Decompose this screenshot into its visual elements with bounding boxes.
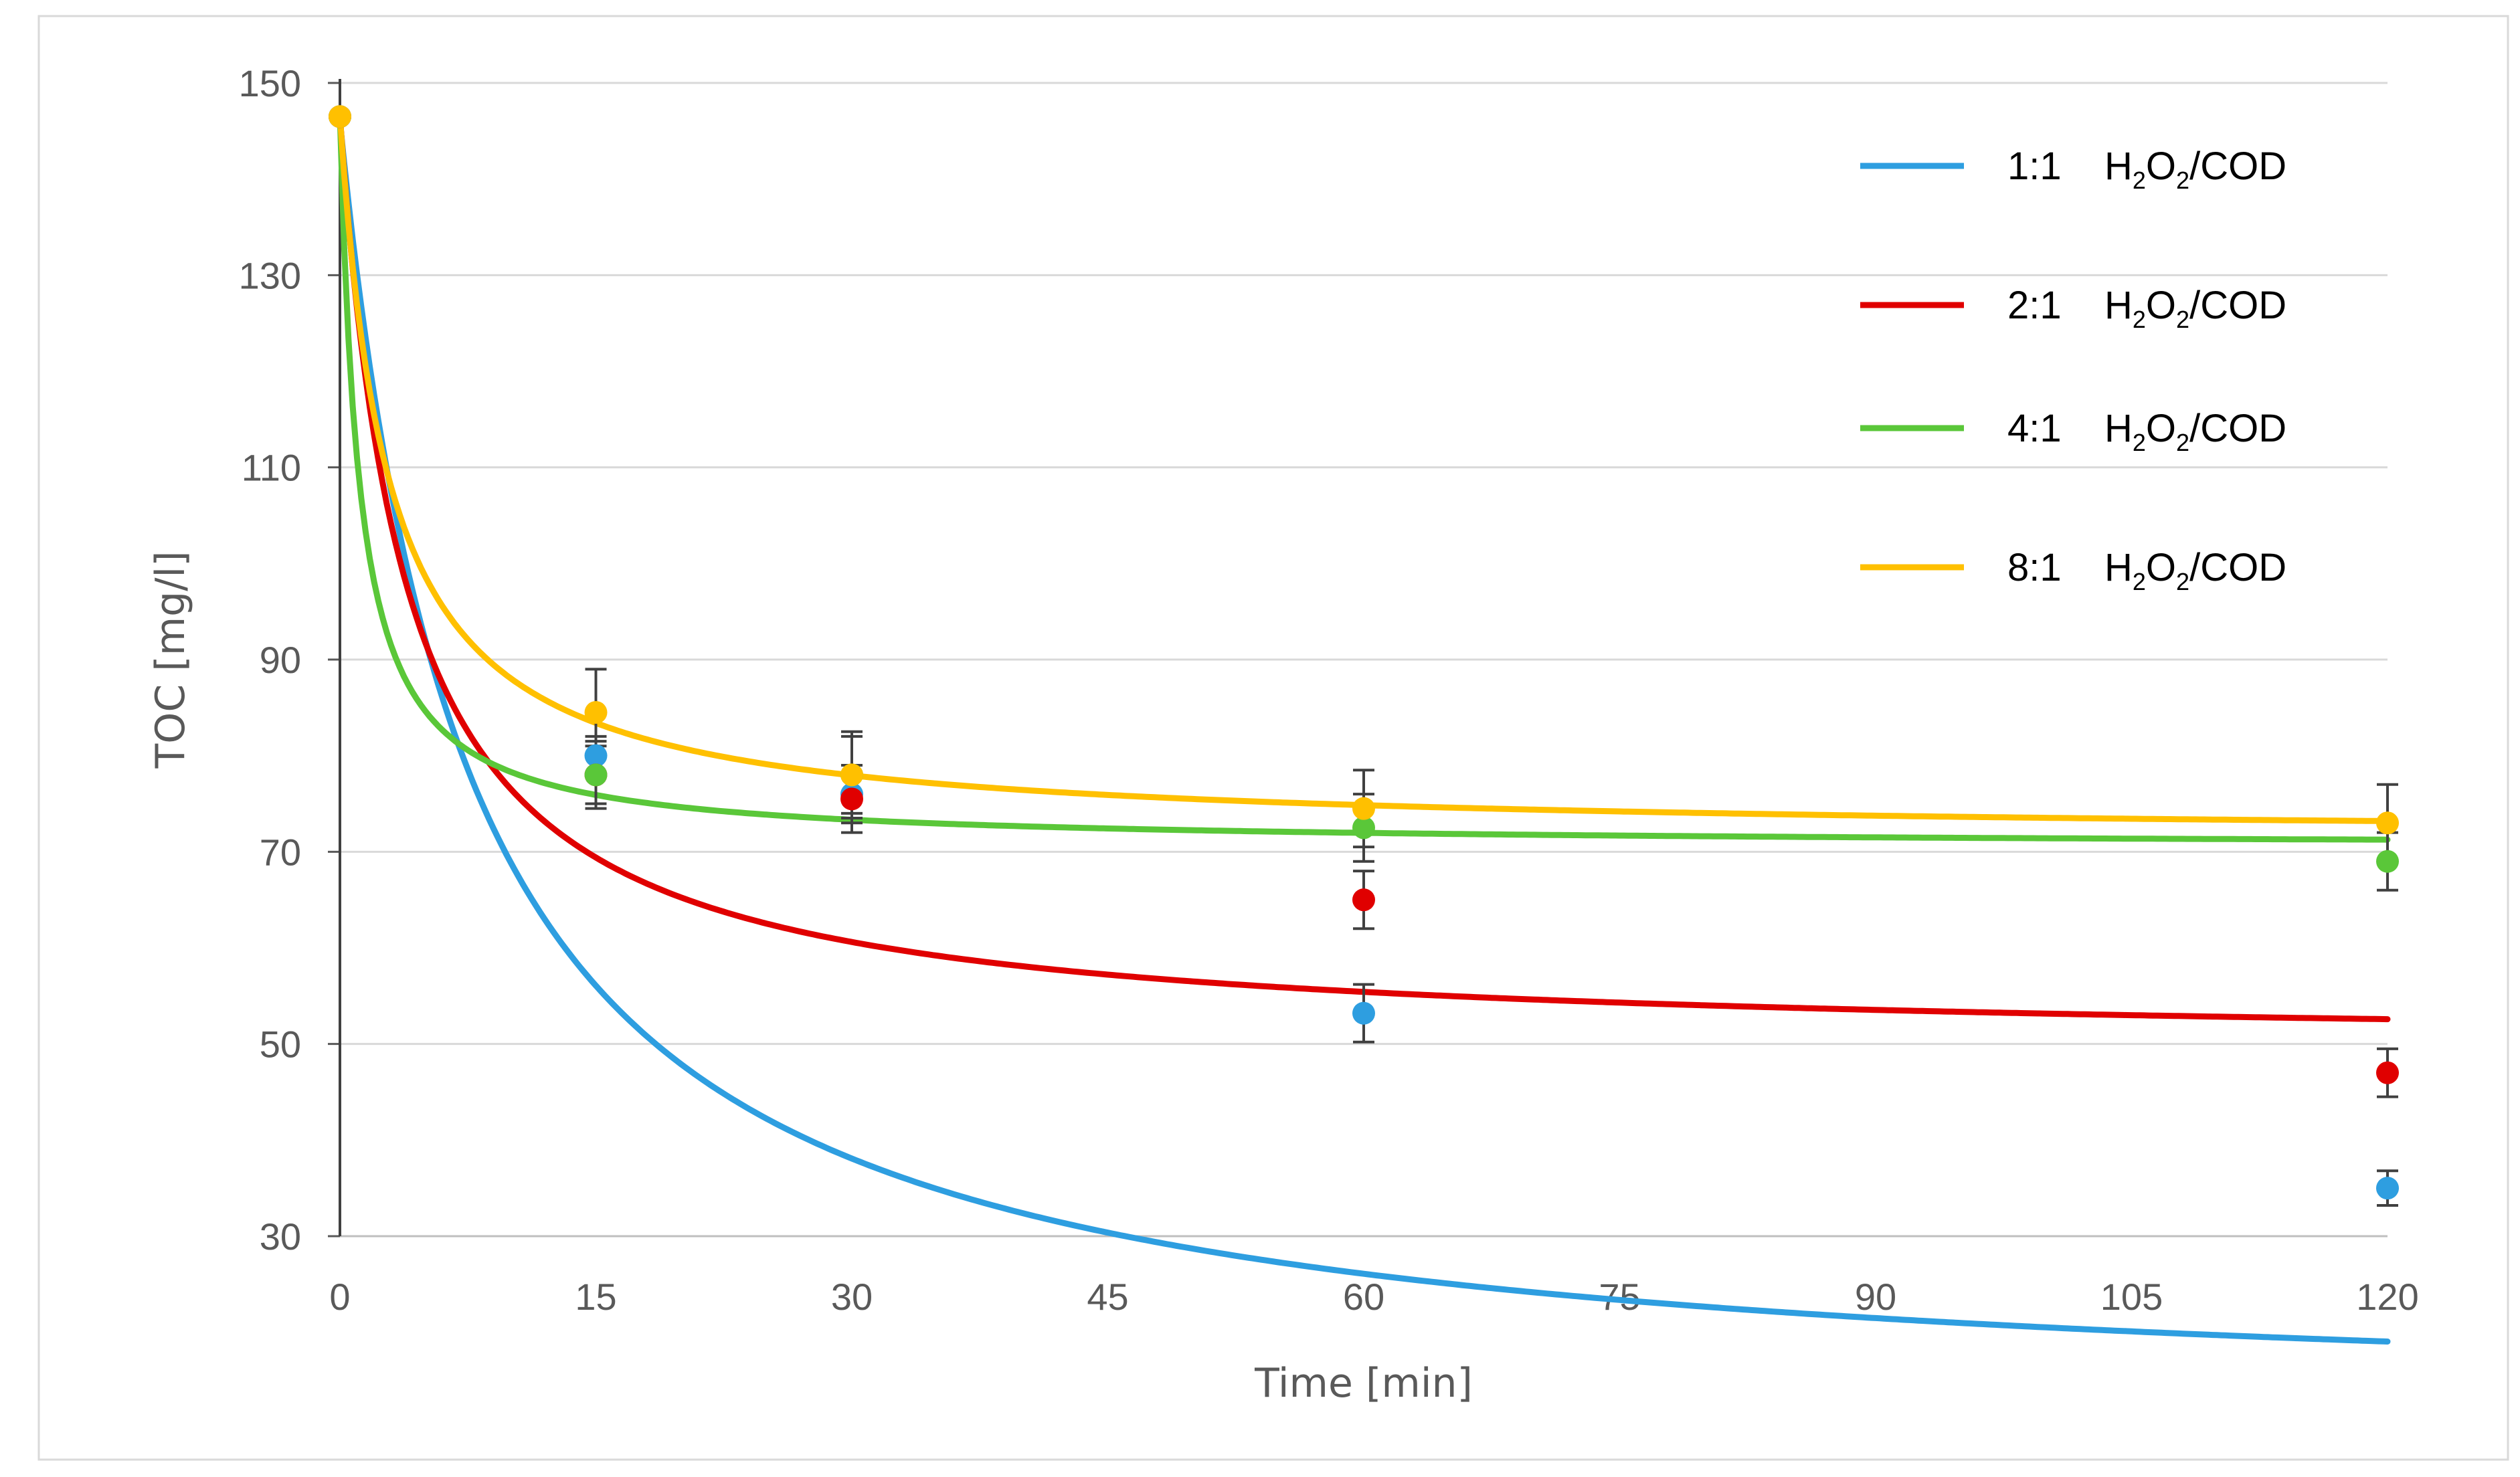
data-point-s1-p1 — [584, 744, 608, 767]
y-tick-label-50: 50 — [260, 1023, 301, 1066]
data-point-s2-p4 — [2376, 1061, 2399, 1084]
legend-suffix-1: H2O2/COD — [2104, 144, 2286, 194]
x-tick-label-30: 30 — [831, 1276, 873, 1318]
y-tick-label-110: 110 — [242, 447, 301, 489]
legend-label-4: 8:1 — [2007, 546, 2062, 589]
data-point-s4-p2 — [840, 763, 863, 787]
x-tick-label-45: 45 — [1087, 1276, 1128, 1318]
gridlines — [340, 82, 2388, 1046]
y-tick-label-90: 90 — [260, 639, 301, 681]
data-point-s4-p0 — [329, 105, 351, 128]
legend-suffix-3: H2O2/COD — [2104, 407, 2286, 456]
data-point-s3-p3 — [1352, 816, 1375, 840]
y-tick-label-30: 30 — [260, 1215, 301, 1258]
legend-label-2: 2:1 — [2007, 284, 2062, 327]
data-point-s1-p4 — [2376, 1177, 2399, 1200]
data-points — [329, 105, 2399, 1200]
y-tick-label-150: 150 — [239, 62, 301, 104]
y-axis-title: TOC [mg/l] — [147, 551, 194, 769]
y-tick-label-130: 130 — [239, 254, 301, 296]
x-tick-label-15: 15 — [575, 1276, 616, 1318]
legend: 1:1 H2O2/COD 2:1 H2O2/COD 4:1 H2O2/COD 8:1 H2O2… — [1860, 144, 2286, 595]
data-point-s4-p4 — [2376, 811, 2399, 835]
legend-label-3: 4:1 — [2007, 407, 2062, 450]
x-tick-label-105: 105 — [2100, 1276, 2163, 1318]
legend-label-1: 1:1 — [2007, 144, 2062, 188]
x-tick-label-0: 0 — [329, 1276, 350, 1318]
data-point-s2-p3 — [1352, 888, 1375, 912]
data-point-s1-p3 — [1352, 1001, 1375, 1025]
legend-suffix-4: H2O2/COD — [2104, 546, 2286, 595]
data-point-s2-p2 — [840, 787, 863, 811]
legend-suffix-2: H2O2/COD — [2104, 284, 2286, 333]
x-tick-label-120: 120 — [2356, 1276, 2418, 1318]
data-point-s4-p1 — [584, 701, 608, 724]
x-axis-title: Time [min] — [1254, 1360, 1473, 1407]
x-tick-label-90: 90 — [1855, 1276, 1896, 1318]
data-point-s3-p1 — [584, 763, 608, 787]
y-tick-label-70: 70 — [260, 831, 301, 873]
fit-curve-1 — [337, 118, 2391, 1345]
x-tick-label-60: 60 — [1343, 1276, 1384, 1318]
chart-border — [37, 15, 2509, 1461]
data-point-s3-p4 — [2376, 850, 2399, 873]
data-point-s4-p3 — [1352, 797, 1375, 820]
